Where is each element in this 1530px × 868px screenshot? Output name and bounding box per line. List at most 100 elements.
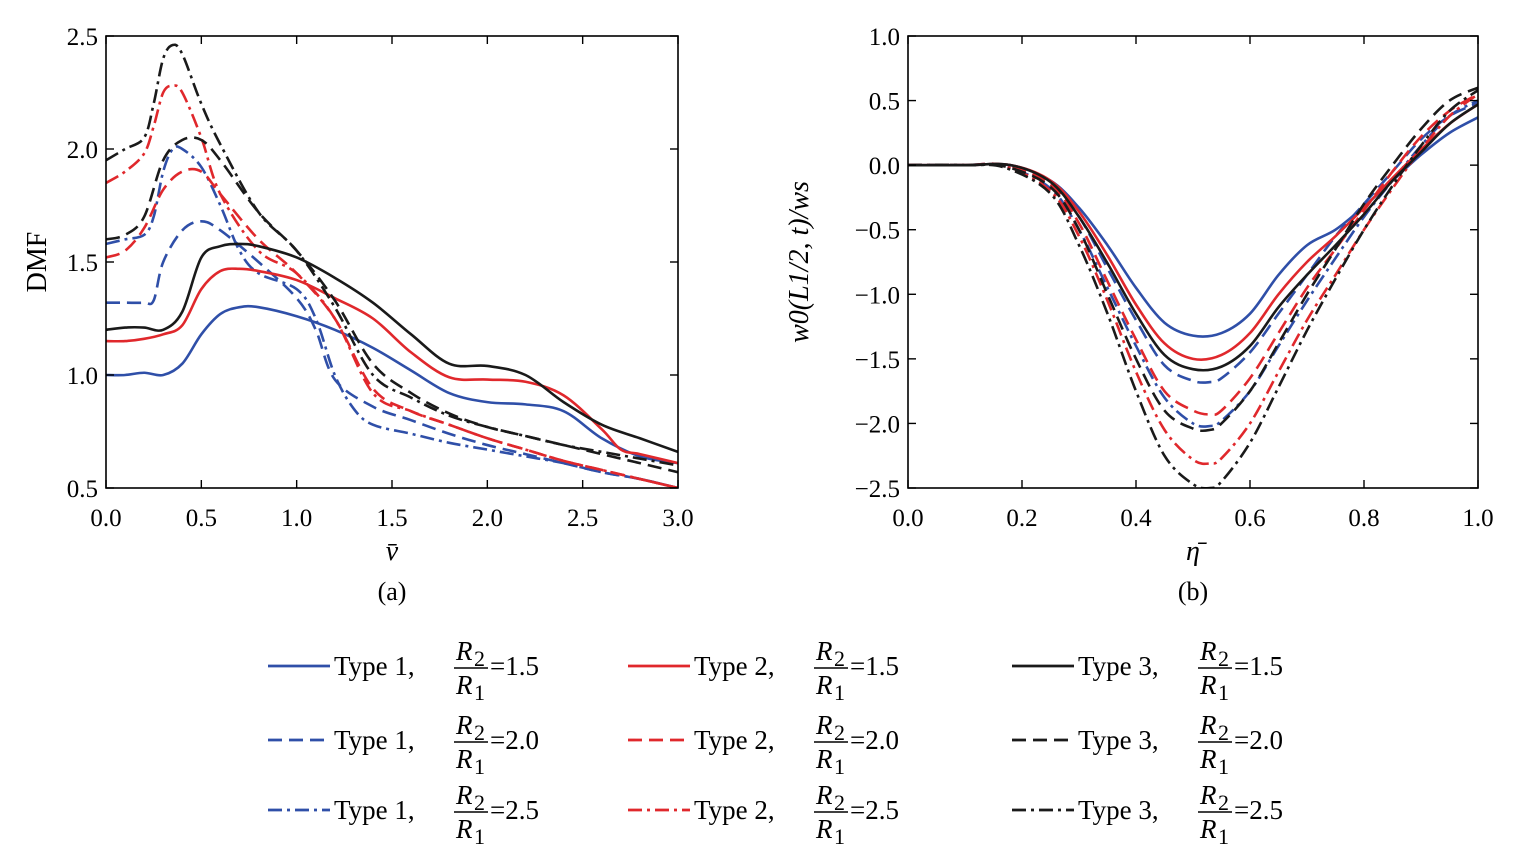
- x-tick-label: 0.5: [186, 505, 217, 532]
- y-tick-label: −0.5: [855, 218, 900, 245]
- legend-fraction-numerator: R: [1199, 636, 1217, 666]
- x-tick-label: 1.0: [1462, 505, 1493, 532]
- legend-fraction-denominator: R: [815, 670, 833, 700]
- legend-type-label: Type 2,: [694, 795, 775, 825]
- x-axis-label: η̄: [1186, 536, 1207, 567]
- legend-fraction-numerator: R: [815, 780, 833, 810]
- legend-item: Type 3, R 2R 1=2.5: [1012, 780, 1283, 849]
- legend-ratio-value: =2.5: [850, 795, 899, 825]
- legend-fraction-numerator: R: [455, 710, 473, 740]
- y-tick-label: 0.5: [67, 476, 98, 503]
- y-tick-label: 2.0: [67, 137, 98, 164]
- y-tick-label: 1.5: [67, 250, 98, 277]
- legend-denominator-subscript: 1: [1218, 680, 1229, 705]
- legend-type-label: Type 3,: [1078, 651, 1159, 681]
- legend-fraction-numerator: R: [1199, 780, 1217, 810]
- legend-type-label: Type 1,: [334, 651, 415, 681]
- legend-denominator-subscript: 1: [834, 824, 845, 849]
- y-tick-label: −2.0: [855, 411, 900, 438]
- legend-denominator-subscript: 1: [474, 680, 485, 705]
- series-line-1: [106, 304, 678, 465]
- legend-numerator-subscript: 2: [1218, 646, 1229, 671]
- legend-numerator-subscript: 2: [834, 790, 845, 815]
- y-tick-label: 0.5: [869, 89, 900, 116]
- legend-fraction-denominator: R: [1199, 814, 1217, 844]
- x-tick-label: 0.6: [1234, 505, 1265, 532]
- plot-frame: [907, 35, 1479, 489]
- legend-numerator-subscript: 2: [474, 646, 485, 671]
- legend-fraction-denominator: R: [815, 814, 833, 844]
- panel-a: 0.0 0.5 1.0 1.5 2.0 2.5 3.00.51.01.52.02.5(a)v…: [22, 24, 694, 606]
- legend-item: Type 1, R 2R 1=2.5: [268, 780, 539, 849]
- x-tick-label: 0.8: [1348, 505, 1379, 532]
- series-line-2: [908, 101, 1478, 384]
- y-tick-label: 0.0: [869, 153, 900, 180]
- legend-ratio-value: =1.5: [490, 651, 539, 681]
- series-line-4: [106, 267, 678, 465]
- legend-ratio-value: =1.5: [1234, 651, 1283, 681]
- y-tick-label: −2.5: [855, 476, 900, 503]
- legend-type-label: Type 3,: [1078, 795, 1159, 825]
- legend-ratio-value: =2.0: [490, 725, 539, 755]
- legend-denominator-subscript: 1: [1218, 754, 1229, 779]
- legend-item: Type 3, R 2R 1=1.5: [1012, 636, 1283, 705]
- series-line-5: [106, 167, 678, 488]
- legend-denominator-subscript: 1: [834, 754, 845, 779]
- legend-fraction-denominator: R: [1199, 670, 1217, 700]
- legend-item: Type 1, R 2R 1=1.5: [268, 636, 539, 705]
- legend-fraction-numerator: R: [815, 636, 833, 666]
- legend-ratio-value: =2.0: [850, 725, 899, 755]
- y-tick-label: 1.0: [869, 24, 900, 51]
- legend-denominator-subscript: 1: [474, 824, 485, 849]
- legend-fraction-denominator: R: [455, 670, 473, 700]
- x-tick-label: 0.0: [892, 505, 923, 532]
- legend-ratio-value: =2.5: [490, 795, 539, 825]
- legend-ratio-value: =1.5: [850, 651, 899, 681]
- x-tick-label: 0.4: [1120, 505, 1152, 532]
- legend-fraction-numerator: R: [455, 780, 473, 810]
- legend-item: Type 2, R 2R 1=2.5: [628, 780, 899, 849]
- series-line-7: [908, 103, 1478, 372]
- series-line-1: [908, 116, 1478, 338]
- legend-item: Type 3, R 2R 1=2.0: [1012, 710, 1283, 779]
- x-tick-label: 1.5: [376, 505, 407, 532]
- y-tick-label: −1.5: [855, 347, 900, 374]
- legend-type-label: Type 1,: [334, 795, 415, 825]
- y-axis-label: DMF: [22, 232, 53, 293]
- legend-fraction-denominator: R: [455, 814, 473, 844]
- x-tick-label: 3.0: [662, 505, 693, 532]
- panel-caption: (a): [378, 577, 407, 606]
- legend-ratio-value: =2.5: [1234, 795, 1283, 825]
- series-group: [106, 43, 678, 488]
- legend-type-label: Type 3,: [1078, 725, 1159, 755]
- panel-caption: (b): [1178, 577, 1208, 606]
- series-line-3: [908, 99, 1478, 428]
- series-group: [908, 86, 1478, 488]
- legend-fraction-denominator: R: [1199, 744, 1217, 774]
- series-line-3: [106, 145, 678, 488]
- series-line-9: [106, 43, 678, 467]
- y-tick-label: 2.5: [67, 24, 98, 51]
- y-tick-label: −1.0: [855, 282, 900, 309]
- x-tick-label: 0.2: [1006, 505, 1037, 532]
- x-axis-label: v̄: [386, 536, 399, 567]
- series-line-8: [908, 86, 1478, 433]
- legend-numerator-subscript: 2: [474, 790, 485, 815]
- legend-type-label: Type 2,: [694, 651, 775, 681]
- legend-numerator-subscript: 2: [1218, 790, 1229, 815]
- y-axis-label: w0(L1/2, t)/ws: [784, 181, 815, 343]
- series-line-4: [908, 103, 1478, 361]
- series-line-6: [106, 84, 678, 488]
- legend-type-label: Type 1,: [334, 725, 415, 755]
- legend-denominator-subscript: 1: [834, 680, 845, 705]
- legend-item: Type 2, R 2R 1=2.0: [628, 710, 899, 779]
- legend-fraction-numerator: R: [455, 636, 473, 666]
- x-tick-label: 0.0: [90, 505, 121, 532]
- legend-numerator-subscript: 2: [834, 720, 845, 745]
- legend-fraction-denominator: R: [815, 744, 833, 774]
- legend: Type 1, R 2R 1=1.5 Type 2, R 2R 1=1.5 Type 3, R 2R…: [268, 636, 1283, 849]
- panel-b: 0.0 0.2 0.4 0.6 0.8 1.0 1.0 0.5 0.0 −0.5 −1.0 −1.5 −…: [784, 24, 1494, 606]
- series-line-2: [106, 220, 678, 488]
- legend-fraction-numerator: R: [1199, 710, 1217, 740]
